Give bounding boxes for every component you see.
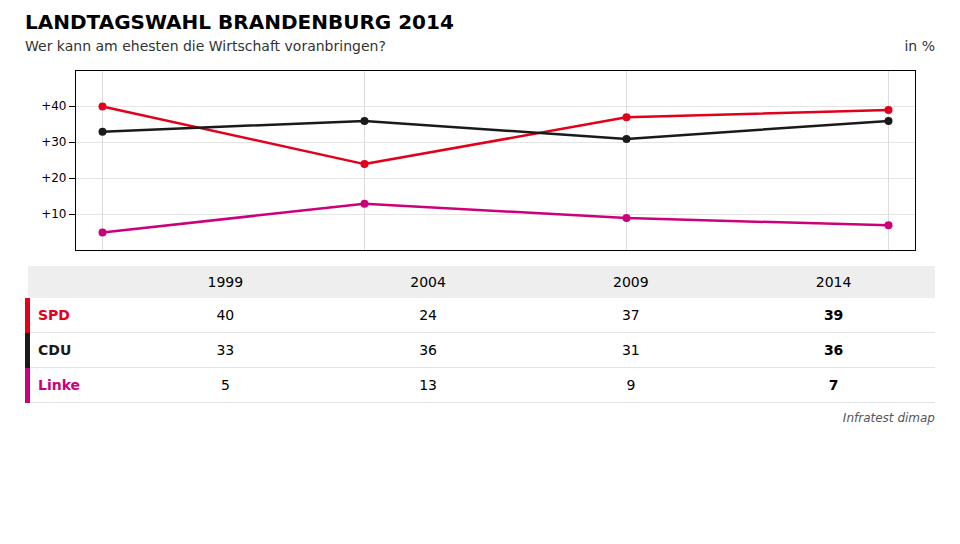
html-text:SPD: SPD	[38, 307, 70, 323]
html-text:36: 36	[823, 342, 844, 358]
html-text:Wer kann am ehesten die Wirtsc: Wer kann am ehesten die Wirtschaft voran…	[25, 38, 386, 54]
html-text:36: 36	[419, 342, 437, 358]
html-text:13: 13	[419, 377, 437, 393]
html-text:31: 31	[622, 342, 640, 358]
html-text:Linke: Linke	[38, 377, 81, 393]
html-text:2014: 2014	[815, 274, 852, 290]
html-text:CDU: CDU	[38, 342, 72, 358]
html-text:33: 33	[216, 342, 235, 358]
html-text:LANDTAGSWAHL BRANDENBURG 2014: LANDTAGSWAHL BRANDENBURG 2014	[25, 10, 454, 34]
html-text:in %: in %	[904, 38, 935, 54]
svg-text:+10: +10	[41, 207, 66, 221]
html-text:37: 37	[622, 307, 640, 323]
html-text:9: 9	[626, 377, 636, 393]
html-text:39: 39	[823, 307, 844, 323]
svg-text:+40: +40	[41, 99, 66, 113]
html-text:Infratest dimap: Infratest dimap	[842, 411, 935, 425]
svg-text:+20: +20	[41, 171, 66, 185]
svg-text:+30: +30	[41, 135, 66, 149]
html-text:24: 24	[419, 307, 437, 323]
html-text:7: 7	[828, 377, 839, 393]
html-text:2009: 2009	[613, 274, 649, 290]
html-text:2004: 2004	[410, 274, 446, 290]
html-text:5: 5	[220, 377, 230, 393]
html-text:1999: 1999	[207, 274, 244, 290]
html-text:40: 40	[216, 307, 235, 323]
